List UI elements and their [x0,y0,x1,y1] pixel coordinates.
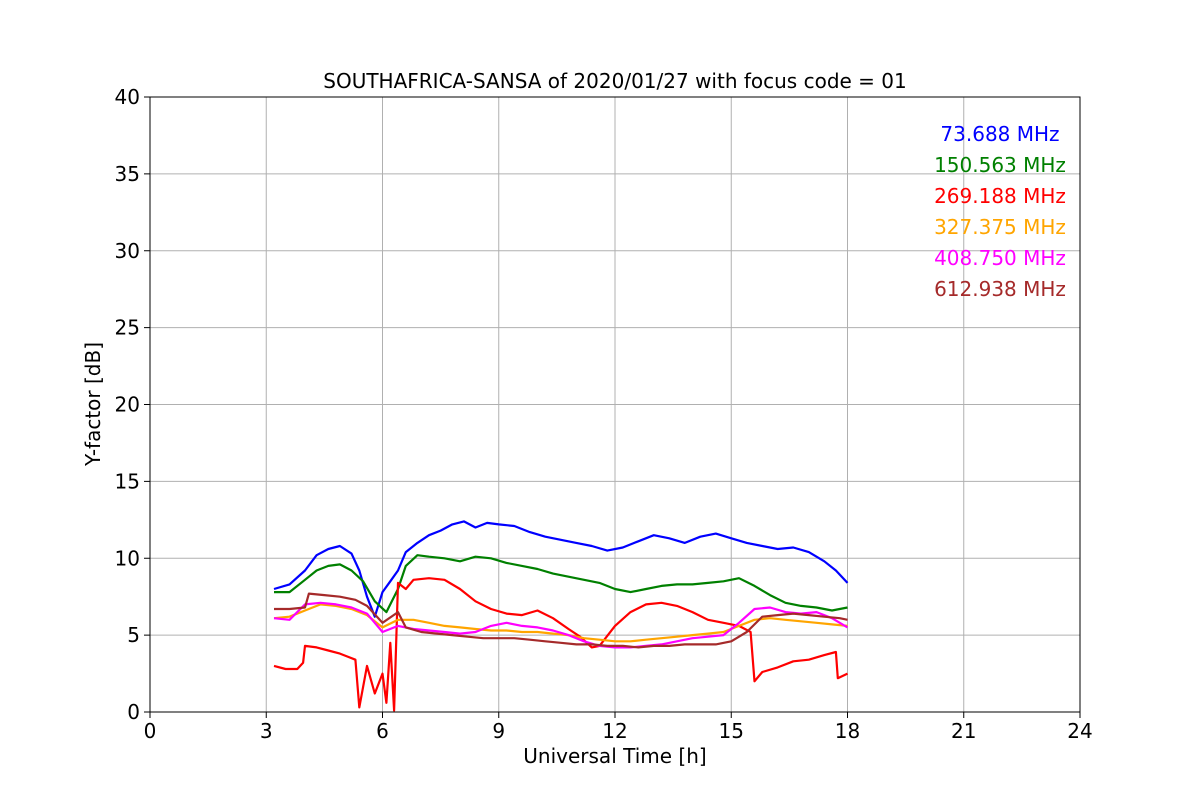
x-tick-label: 6 [376,719,389,743]
legend-entry: 408.750 MHz [934,246,1066,270]
series-line-612-938-mhz [274,592,848,649]
x-tick-label: 0 [144,719,157,743]
legend-entry: 269.188 MHz [934,184,1066,208]
x-tick-label: 15 [719,719,744,743]
chart-title: SOUTHAFRICA-SANSA of 2020/01/27 with foc… [323,69,907,93]
series-lines [273,520,849,712]
y-tick-label: 35 [115,162,140,186]
series-line-150-563-mhz [274,554,848,614]
x-tick-label: 24 [1067,719,1092,743]
series-line-269-188-mhz [273,577,848,712]
y-axis-label: Y-factor [dB] [81,342,105,467]
x-tick-label: 18 [835,719,860,743]
y-tick-label: 10 [115,546,140,570]
legend-entry: 150.563 MHz [934,153,1066,177]
y-tick-label: 15 [115,469,140,493]
y-tick-label: 0 [127,700,140,724]
y-tick-label: 40 [115,85,140,109]
y-axis-ticks: 0 5 10 15 20 25 30 35 40 [115,85,150,724]
series-line-408-750-mhz [273,601,849,649]
legend-entry: 73.688 MHz [940,122,1059,146]
legend-entry: 327.375 MHz [934,215,1066,239]
x-tick-label: 21 [951,719,976,743]
x-tick-label: 9 [492,719,505,743]
y-tick-label: 25 [115,316,140,340]
x-axis-ticks: 0 3 6 9 12 15 18 21 24 [144,712,1093,743]
x-tick-label: 12 [602,719,627,743]
legend: 73.688 MHz 150.563 MHz 269.188 MHz 327.375 … [934,122,1066,301]
y-tick-label: 20 [115,393,140,417]
y-tick-label: 5 [127,623,140,647]
legend-entry: 612.938 MHz [934,277,1066,301]
x-tick-label: 3 [260,719,273,743]
x-axis-label: Universal Time [h] [523,744,706,768]
y-tick-label: 30 [115,239,140,263]
